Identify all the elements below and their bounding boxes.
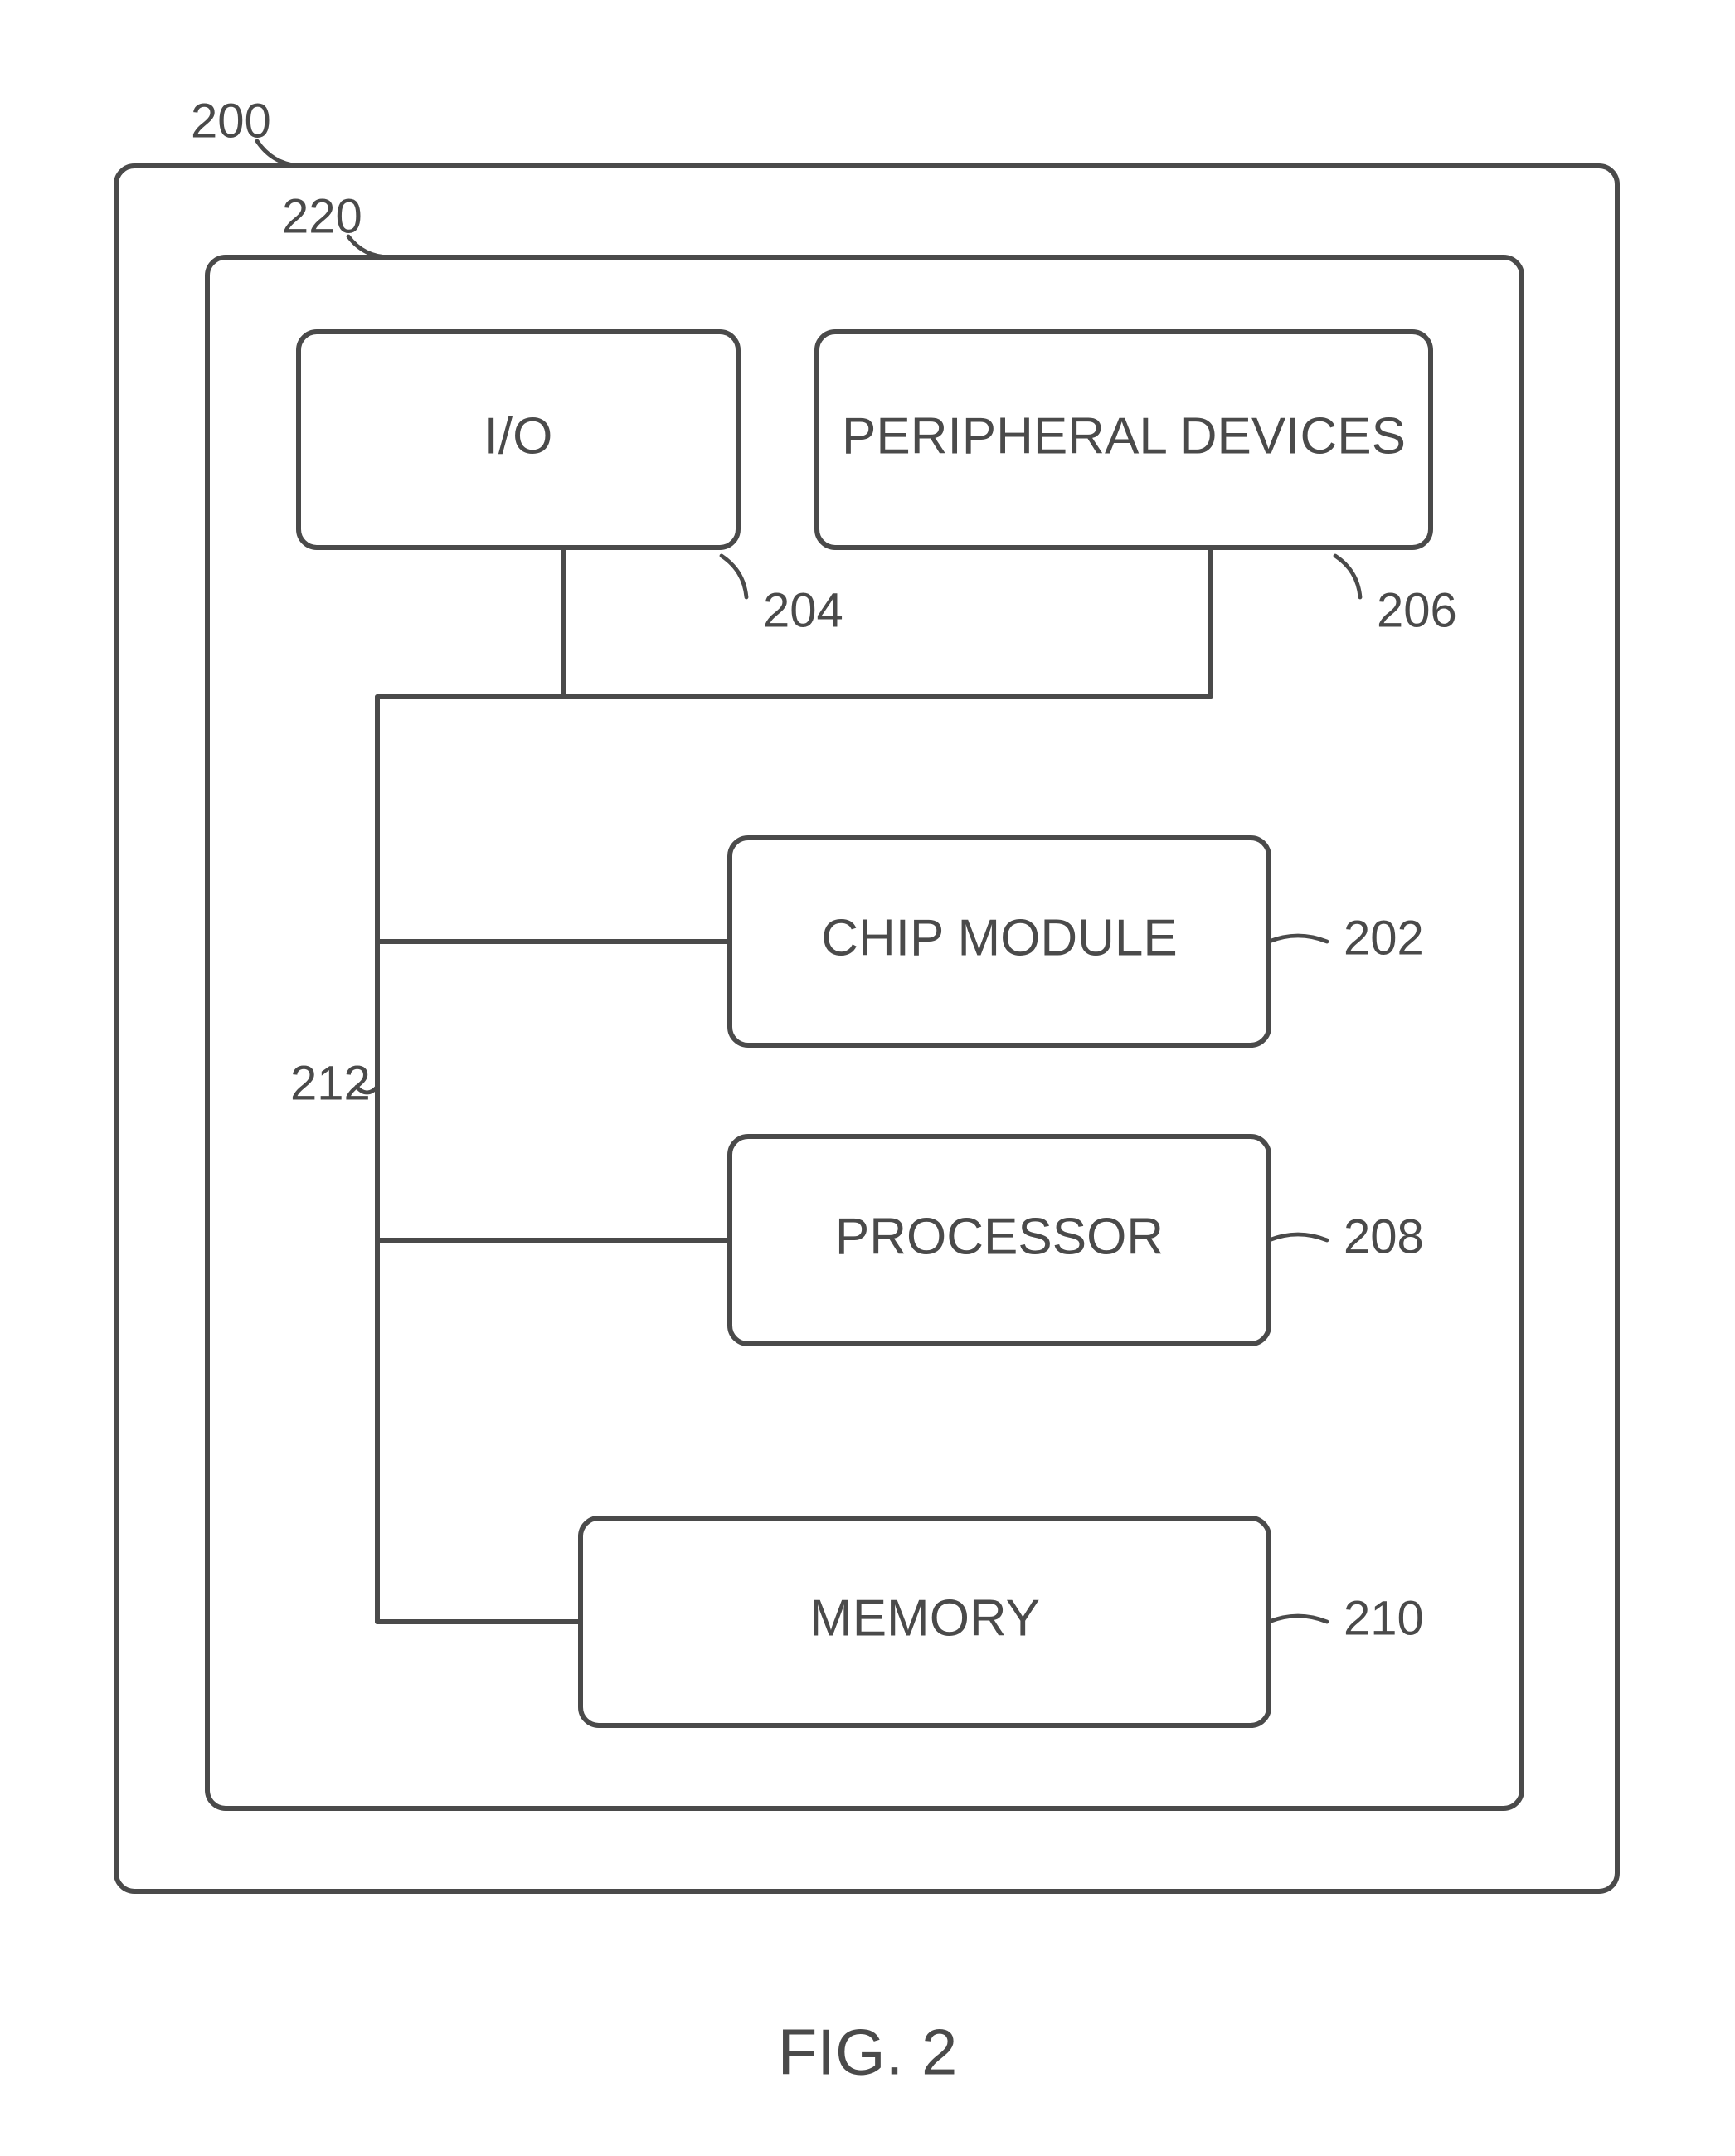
ref-220: 220: [282, 189, 362, 243]
leader-periph: [1335, 556, 1360, 597]
inner-box: [207, 257, 1522, 1808]
figure-caption: FIG. 2: [778, 2016, 958, 2089]
leader-processor: [1269, 1234, 1327, 1240]
ref-memory: 210: [1344, 1591, 1424, 1645]
label-periph: PERIPHERAL DEVICES: [842, 407, 1406, 465]
ref-212: 212: [290, 1056, 371, 1110]
label-chip: CHIP MODULE: [821, 909, 1178, 966]
ref-200: 200: [191, 94, 271, 148]
leader-memory: [1269, 1616, 1327, 1622]
label-io: I/O: [484, 407, 553, 465]
block-diagram: 200220 I/O PERIPHERAL DEVICES CHIP MODULE PR…: [0, 0, 1735, 2156]
ref-io: 204: [763, 583, 843, 637]
ref-processor: 208: [1344, 1209, 1424, 1263]
leader-io: [722, 556, 746, 597]
leader-chip: [1269, 936, 1327, 942]
ref-chip: 202: [1344, 911, 1424, 965]
label-memory: MEMORY: [809, 1589, 1040, 1647]
ref-periph: 206: [1377, 583, 1457, 637]
label-processor: PROCESSOR: [835, 1208, 1164, 1265]
